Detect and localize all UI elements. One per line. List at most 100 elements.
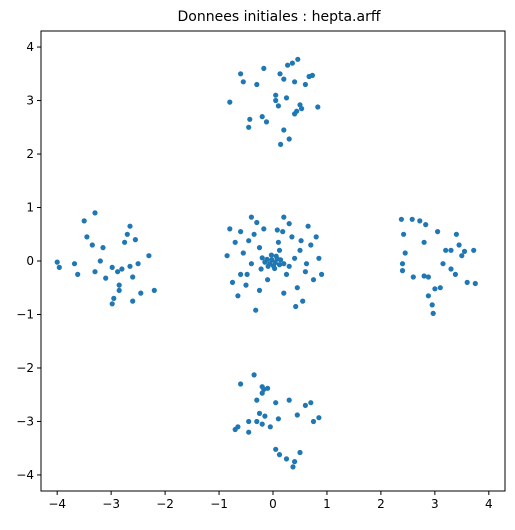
- data-point: [308, 242, 314, 248]
- data-point: [293, 303, 299, 310]
- data-point: [97, 258, 103, 264]
- data-point: [244, 271, 250, 277]
- data-point: [305, 223, 311, 229]
- data-point: [232, 239, 238, 245]
- data-point: [238, 381, 244, 387]
- data-point: [310, 277, 317, 283]
- x-tick-label: 0: [269, 497, 277, 511]
- data-point: [281, 76, 287, 82]
- data-point: [417, 218, 423, 224]
- data-point: [399, 268, 406, 274]
- data-point: [289, 234, 295, 240]
- data-point: [259, 421, 265, 427]
- data-point: [298, 238, 304, 244]
- data-point: [109, 301, 115, 307]
- data-point: [430, 310, 436, 316]
- data-point: [310, 418, 317, 425]
- y-tick-label: 1: [26, 201, 34, 215]
- data-point: [130, 274, 136, 280]
- data-point: [92, 210, 98, 216]
- data-point: [261, 226, 267, 232]
- x-tick-label: −1: [210, 497, 228, 511]
- data-point: [286, 136, 292, 142]
- data-point: [276, 452, 283, 458]
- data-point: [229, 279, 236, 285]
- data-point: [401, 231, 407, 237]
- data-point: [283, 271, 290, 277]
- x-tick-label: 2: [377, 497, 385, 511]
- x-tick-label: −4: [48, 497, 66, 511]
- data-point: [410, 274, 416, 280]
- data-point: [432, 286, 438, 292]
- data-point: [135, 261, 141, 267]
- data-point: [302, 81, 308, 88]
- data-point: [256, 245, 263, 251]
- data-point: [286, 397, 292, 403]
- data-point: [278, 141, 284, 147]
- data-point: [277, 71, 283, 77]
- data-point: [294, 412, 300, 418]
- data-point: [238, 229, 244, 235]
- data-point: [398, 216, 404, 222]
- data-point: [461, 248, 468, 254]
- data-point: [248, 214, 254, 220]
- data-point: [440, 261, 446, 267]
- data-point: [259, 390, 265, 396]
- data-point: [297, 449, 303, 456]
- data-point: [247, 116, 253, 122]
- data-point: [84, 234, 90, 240]
- x-tick-label: −3: [102, 497, 120, 511]
- data-point: [316, 255, 322, 261]
- data-point: [289, 60, 295, 66]
- data-point: [254, 219, 260, 226]
- data-point: [300, 298, 306, 304]
- data-point: [246, 124, 252, 130]
- data-point: [254, 418, 260, 425]
- data-point: [119, 266, 125, 272]
- data-point: [138, 290, 144, 296]
- data-point: [435, 229, 441, 235]
- data-point: [122, 239, 128, 245]
- data-point: [421, 273, 427, 279]
- data-point: [267, 424, 273, 430]
- data-point: [290, 464, 296, 470]
- data-point: [115, 269, 121, 275]
- data-point: [276, 247, 283, 253]
- data-point: [246, 429, 252, 435]
- data-point: [464, 279, 470, 285]
- y-tick-label: 2: [26, 147, 34, 161]
- data-point: [265, 263, 271, 269]
- data-point: [259, 255, 265, 261]
- data-point: [265, 277, 271, 283]
- data-point: [316, 415, 322, 421]
- data-point: [246, 238, 252, 244]
- data-point: [299, 106, 305, 112]
- data-point: [238, 71, 244, 77]
- data-point: [146, 253, 152, 259]
- data-point: [286, 263, 292, 269]
- data-point: [273, 253, 279, 259]
- data-point: [224, 253, 230, 259]
- data-point: [227, 226, 233, 232]
- data-point: [421, 239, 427, 245]
- data-point: [456, 242, 462, 248]
- data-point: [292, 255, 298, 261]
- data-point: [471, 247, 477, 253]
- data-point: [302, 402, 308, 408]
- data-point: [261, 65, 267, 71]
- data-point: [116, 287, 122, 293]
- data-point: [292, 459, 298, 465]
- data-point: [254, 81, 260, 88]
- data-point: [306, 73, 312, 80]
- data-point: [109, 264, 115, 270]
- data-point: [423, 222, 429, 228]
- data-point: [319, 271, 325, 277]
- data-point: [251, 231, 257, 237]
- data-point: [303, 261, 310, 267]
- data-point: [238, 271, 244, 277]
- data-point: [132, 237, 138, 243]
- data-point: [254, 397, 260, 403]
- data-point: [286, 221, 292, 227]
- data-point: [258, 266, 264, 272]
